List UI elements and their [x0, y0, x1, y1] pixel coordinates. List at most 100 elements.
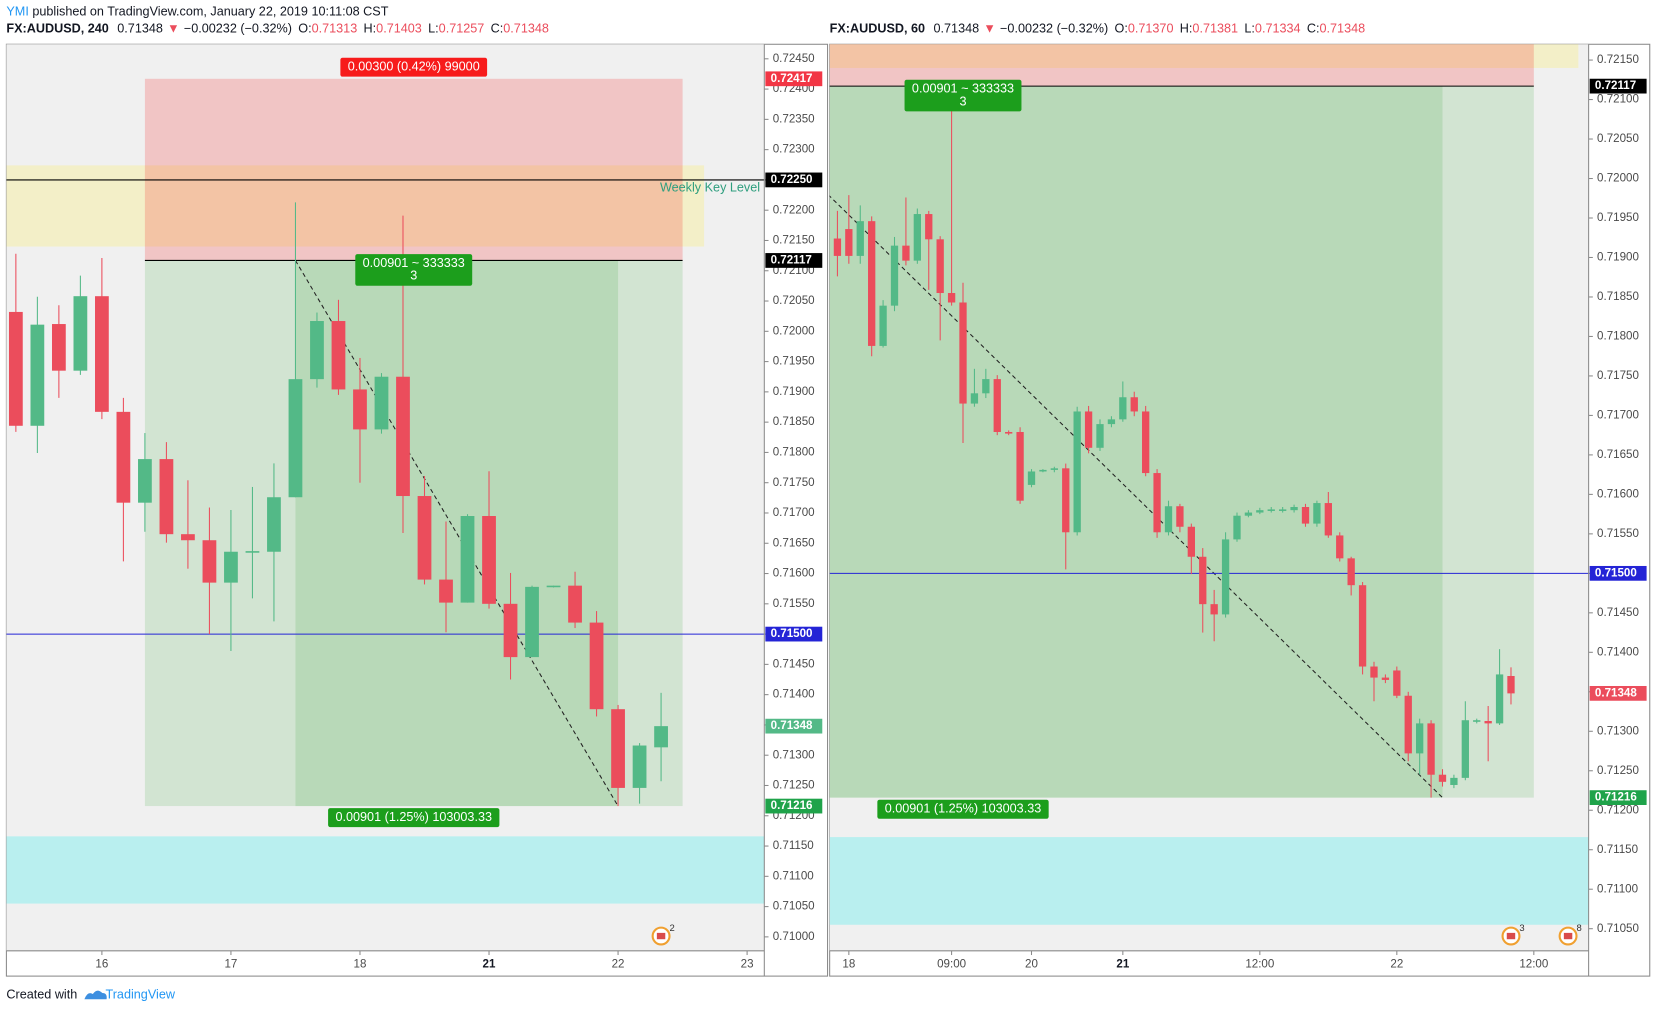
- y-tick-label: 0.71750: [773, 477, 815, 489]
- candle-body: [353, 389, 367, 430]
- candle-body: [833, 238, 842, 256]
- x-tick-label: 12:00: [1245, 959, 1274, 971]
- x-tick-label: 21: [483, 959, 496, 971]
- candle-body: [1027, 471, 1036, 485]
- candle-body: [1358, 585, 1367, 667]
- event-flag: [656, 932, 666, 940]
- y-tick-label: 0.71700: [773, 507, 815, 519]
- candle-body: [8, 311, 23, 426]
- legend-value: 0.71348: [1320, 22, 1366, 36]
- candle-body: [1347, 558, 1355, 586]
- chart-legend: FX:AUDUSD, 60 0.71348 ▼ −0.00232 (−0.32%) O:…: [830, 22, 1365, 36]
- candle-body: [654, 726, 668, 748]
- price-tag: [1589, 685, 1647, 701]
- zone: [6, 836, 765, 904]
- zone: [829, 44, 1579, 68]
- y-tick-label: 0.71450: [1597, 607, 1639, 619]
- candle-body: [1473, 720, 1481, 722]
- candle-body: [482, 516, 496, 604]
- legend-arrow: ▼: [983, 22, 996, 36]
- zone: [829, 837, 1589, 925]
- trade-path: [295, 260, 619, 807]
- candle-body: [181, 534, 195, 541]
- price-tag: [1589, 78, 1647, 94]
- y-tick-label: 0.71700: [1597, 409, 1639, 421]
- candle-body: [1370, 666, 1378, 678]
- footer-prefix: Created with: [6, 987, 77, 1001]
- y-tick-label: 0.71150: [773, 840, 814, 852]
- price-tag-label: 0.72117: [771, 255, 812, 267]
- event-count: 2: [670, 923, 675, 934]
- legend-key: L:: [428, 22, 439, 36]
- plot-area: Weekly Key Level 0.00300 (0.42%) 99000 0.0…: [6, 57, 765, 904]
- y-tick-label: 0.71850: [1597, 291, 1639, 303]
- y-tick-label: 0.71750: [1597, 370, 1639, 382]
- price-tag-label: 0.71216: [1595, 792, 1637, 804]
- candle-body: [1142, 411, 1150, 474]
- price-tag: [1589, 790, 1647, 805]
- candle-body: [30, 324, 45, 426]
- line-label: Weekly Key Level: [660, 181, 760, 195]
- candle-body: [913, 214, 921, 261]
- candle-body: [1279, 509, 1287, 511]
- x-tick-label: 22: [1390, 959, 1403, 971]
- price-tag-label: 0.71500: [771, 628, 813, 640]
- candle-body: [310, 321, 324, 380]
- candle-body: [1199, 556, 1207, 605]
- y-tick-label: 0.71550: [1597, 528, 1639, 540]
- logo: [84, 990, 107, 1000]
- x-tick-label: 18: [842, 959, 855, 971]
- candle-body: [202, 540, 217, 583]
- price-tag: [765, 798, 823, 814]
- y-tick-label: 0.71300: [773, 749, 815, 761]
- risk-zone: [829, 44, 1534, 87]
- legend-change: −0.00232 (−0.32%): [1000, 22, 1108, 36]
- candle-body: [1324, 503, 1332, 536]
- y-tick-label: 0.71950: [1597, 212, 1639, 224]
- candle-body: [925, 214, 933, 240]
- candle-body: [1393, 670, 1401, 696]
- candle-body: [51, 324, 66, 371]
- event-flag: [1563, 932, 1573, 940]
- candle-body: [1210, 604, 1218, 615]
- y-tick-label: 0.71900: [1597, 252, 1639, 264]
- candle-body: [1267, 509, 1275, 511]
- legend-key: O:: [1115, 22, 1128, 36]
- entry-label-text: 3: [959, 94, 966, 108]
- candle-body: [1221, 539, 1230, 615]
- y-tick-label: 0.72450: [773, 53, 815, 65]
- price-tag: [765, 626, 823, 642]
- publisher: YMI: [6, 5, 28, 19]
- legend-value: 0.71334: [1255, 22, 1301, 36]
- price-tag: [765, 172, 823, 188]
- target-label: [328, 808, 500, 828]
- y-tick-label: 0.71450: [773, 658, 815, 670]
- y-tick-label: 0.72050: [1597, 133, 1639, 145]
- footer-brand: TradingView: [105, 987, 175, 1001]
- candle-body: [947, 293, 956, 303]
- y-tick-label: 0.71900: [773, 386, 815, 398]
- candle-body: [1130, 397, 1138, 412]
- candle-body: [1256, 510, 1264, 513]
- candle-body: [1153, 473, 1161, 533]
- candle-body: [1073, 411, 1081, 533]
- y-tick-label: 0.71850: [773, 416, 815, 428]
- candle-body: [632, 745, 647, 788]
- y-tick-label: 0.72000: [773, 325, 815, 337]
- legend-value: 0.71257: [439, 22, 485, 36]
- event-count: 8: [1577, 923, 1582, 934]
- y-tick-label: 0.71050: [773, 901, 815, 913]
- legend-value: 0.71348: [503, 22, 549, 36]
- price-tag: [765, 253, 823, 268]
- candle-body: [1461, 720, 1469, 778]
- candle-body: [1176, 506, 1184, 527]
- risk-zone: [144, 78, 683, 261]
- price-tag-label: 0.72417: [771, 73, 813, 85]
- entry-label-text: 0.00901 ~ 333333: [363, 256, 465, 270]
- legend-key: O:: [298, 22, 311, 36]
- y-tick-label: 0.72350: [773, 113, 815, 125]
- event-flag: [1506, 932, 1516, 940]
- x-tick-label: 17: [224, 959, 237, 971]
- candle-body: [116, 411, 131, 503]
- candle-body: [1062, 468, 1070, 533]
